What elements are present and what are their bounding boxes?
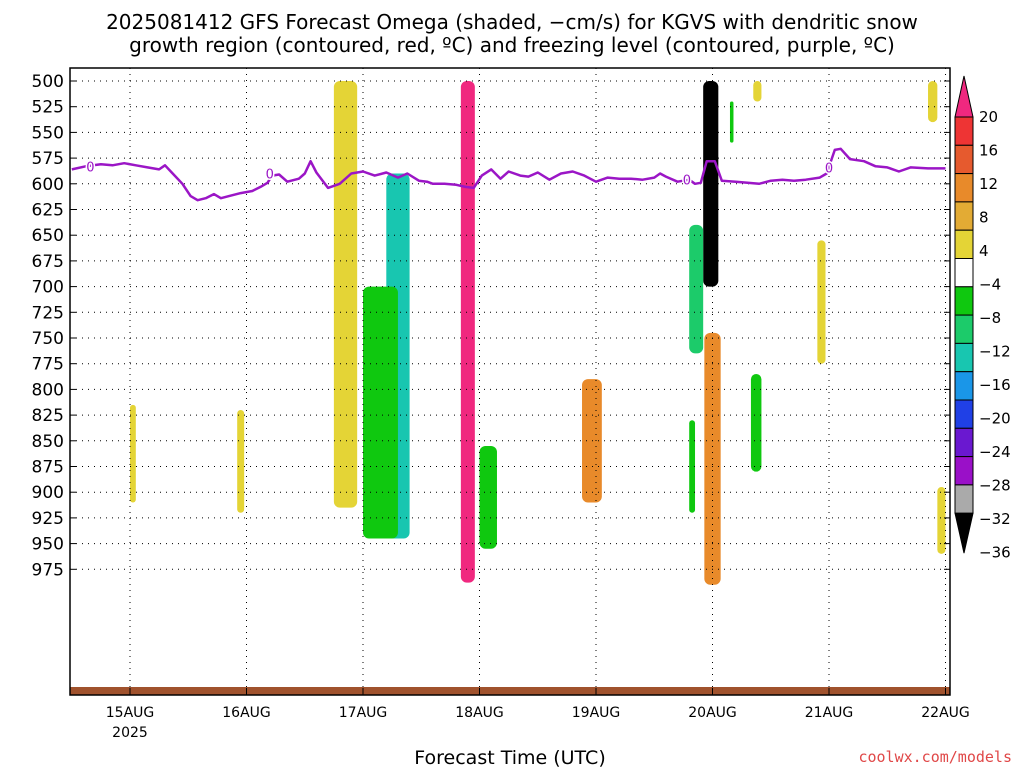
omega-shade-18 xyxy=(729,101,734,143)
omega-shade-10 xyxy=(689,224,704,354)
freezing-level-label-3: 0 xyxy=(825,161,833,176)
colorbar-swatch-14 xyxy=(954,484,974,514)
grid-lines xyxy=(70,68,950,695)
x-axis-label: Forecast Time (UTC) xyxy=(414,747,605,768)
y-tick-label-700: 700 xyxy=(32,278,64,298)
y-tick-label-875: 875 xyxy=(32,458,64,478)
omega-shade-11 xyxy=(689,420,696,513)
colorbar-swatch-9 xyxy=(954,342,974,373)
freezing-level-label-0: 0 xyxy=(86,160,94,175)
colorbar-swatch-6 xyxy=(954,258,974,288)
plot-area xyxy=(70,68,950,695)
colorbar-swatch-3 xyxy=(954,173,974,203)
x-tick-label-20: 20AUG xyxy=(688,705,737,721)
omega-shade-16 xyxy=(937,487,946,554)
y-axis-ticks: 500 525 550 575 600 625 650 675 700 725 750 775 800 8… xyxy=(32,72,950,580)
omega-shading xyxy=(130,81,946,585)
ground-band xyxy=(70,687,950,695)
y-tick-label-575: 575 xyxy=(32,149,64,169)
chart-title-line-2: growth region (contoured, red, ºC) and f… xyxy=(129,33,895,57)
colorbar-swatch-7 xyxy=(954,286,974,316)
colorbar-label-13: −36 xyxy=(979,544,1011,562)
colorbar-swatch-13 xyxy=(954,456,974,486)
colorbar-label-5: −4 xyxy=(979,276,1001,294)
omega-shade-3 xyxy=(703,81,719,287)
y-tick-label-900: 900 xyxy=(32,483,64,503)
colorbar-label-4: 4 xyxy=(979,242,989,260)
omega-shade-7 xyxy=(363,286,398,539)
x-tick-label-17: 17AUG xyxy=(339,705,388,721)
x-tick-label-19: 19AUG xyxy=(572,705,621,721)
colorbar-swatch-10 xyxy=(954,371,974,401)
y-tick-label-950: 950 xyxy=(32,535,64,555)
y-tick-label-675: 675 xyxy=(32,252,64,272)
colorbar-swatch-11 xyxy=(954,399,974,429)
y-tick-label-825: 825 xyxy=(32,406,64,426)
y-tick-label-775: 775 xyxy=(32,355,64,375)
omega-shade-8 xyxy=(333,81,358,508)
x-tick-label-16: 16AUG xyxy=(222,705,271,721)
credit-text: coolwx.com/models xyxy=(858,748,1012,766)
ground-surface xyxy=(70,687,950,695)
colorbar-label-12: −32 xyxy=(979,510,1011,528)
colorbar-swatch-5 xyxy=(954,229,974,259)
omega-shade-6 xyxy=(479,445,497,549)
omega-shade-9 xyxy=(582,379,602,503)
colorbar-swatch-12 xyxy=(954,427,974,458)
y-tick-label-750: 750 xyxy=(32,329,64,349)
freezing-level-label-2: 0 xyxy=(683,174,691,189)
x-tick-sublabel-15: 2025 xyxy=(112,725,148,741)
y-tick-label-500: 500 xyxy=(32,72,64,92)
y-tick-label-525: 525 xyxy=(32,98,64,118)
freezing-level-line xyxy=(71,147,946,202)
colorbar-label-6: −8 xyxy=(979,309,1001,327)
chart-title-line-1: 2025081412 GFS Forecast Omega (shaded, −… xyxy=(106,10,918,34)
colorbar-swatch-8 xyxy=(954,314,974,344)
y-tick-label-600: 600 xyxy=(32,175,64,195)
x-tick-label-21: 21AUG xyxy=(805,705,854,721)
colorbar-swatch-2 xyxy=(954,144,974,175)
freezing-level-contour: 0 0 0 0 xyxy=(71,147,946,202)
y-tick-label-975: 975 xyxy=(32,560,64,580)
omega-shade-19 xyxy=(753,81,762,102)
y-tick-label-800: 800 xyxy=(32,380,64,400)
omega-shade-12 xyxy=(130,404,136,503)
plot-frame xyxy=(69,67,951,696)
colorbar-label-2: 12 xyxy=(979,175,998,193)
x-tick-label-15: 15AUG xyxy=(106,705,155,721)
x-tick-label-18: 18AUG xyxy=(455,705,504,721)
y-tick-label-850: 850 xyxy=(32,432,64,452)
colorbar-label-3: 8 xyxy=(979,209,989,227)
colorbar-label-8: −16 xyxy=(979,376,1011,394)
colorbar-swatch-4 xyxy=(954,201,974,231)
x-tick-label-22: 22AUG xyxy=(921,705,970,721)
colorbar-swatch-1 xyxy=(954,116,974,146)
colorbar-label-11: −28 xyxy=(979,477,1011,495)
omega-shade-13 xyxy=(237,409,245,513)
y-tick-label-550: 550 xyxy=(32,123,64,143)
colorbar-label-9: −20 xyxy=(979,410,1011,428)
colorbar-label-0: 20 xyxy=(979,108,998,126)
x-axis-ticks: 15AUG 2025 16AUG 17AUG 18AUG 19AUG 20AUG 21AUG 2… xyxy=(106,688,970,741)
y-tick-label-725: 725 xyxy=(32,303,64,323)
colorbar-label-1: 16 xyxy=(979,142,998,160)
y-tick-label-650: 650 xyxy=(32,226,64,246)
colorbar-top-arrow xyxy=(954,75,974,118)
omega-shade-14 xyxy=(928,81,938,123)
y-tick-label-925: 925 xyxy=(32,509,64,529)
colorbar-label-7: −12 xyxy=(979,343,1011,361)
colorbar-bottom-arrow xyxy=(954,512,974,554)
y-tick-label-625: 625 xyxy=(32,201,64,221)
plot-border xyxy=(69,67,951,696)
colorbar: 20 16 12 8 4 −4 −8 −12 −16 −20 −24 −28 −32 −36 xyxy=(954,75,1011,562)
omega-shade-15 xyxy=(817,240,826,364)
omega-shade-17 xyxy=(750,373,762,472)
colorbar-label-10: −24 xyxy=(979,443,1011,461)
freezing-level-label-1: 0 xyxy=(266,168,274,183)
omega-shade-0 xyxy=(460,81,475,583)
plot-background xyxy=(70,68,950,695)
